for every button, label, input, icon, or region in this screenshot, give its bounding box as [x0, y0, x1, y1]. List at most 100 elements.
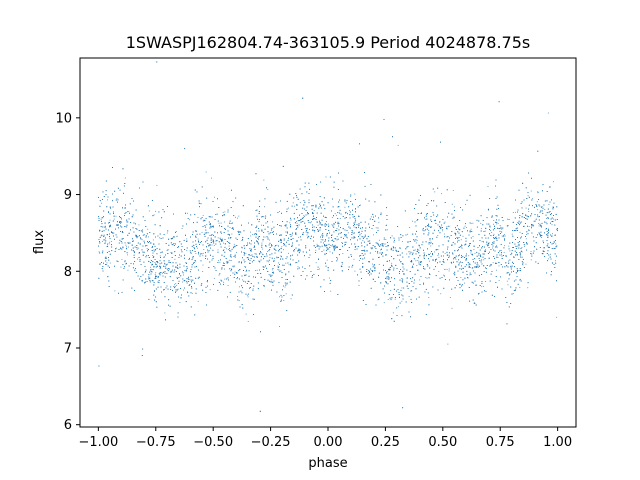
- data-point: [264, 206, 265, 208]
- data-point: [127, 269, 129, 271]
- data-point: [174, 284, 175, 286]
- data-point: [263, 236, 264, 238]
- data-point: [236, 251, 237, 253]
- data-point: [294, 205, 295, 207]
- data-point: [273, 272, 275, 274]
- data-point: [224, 278, 226, 280]
- data-point: [480, 222, 482, 224]
- data-point: [385, 271, 387, 273]
- data-point: [274, 246, 276, 248]
- data-point: [197, 300, 199, 302]
- data-point: [272, 221, 273, 223]
- data-point: [547, 112, 549, 114]
- data-point: [523, 262, 525, 264]
- data-point: [353, 258, 355, 260]
- data-point: [186, 212, 188, 214]
- data-point: [330, 290, 332, 292]
- data-point: [250, 262, 251, 264]
- data-point: [142, 235, 144, 236]
- data-point: [320, 239, 322, 241]
- data-point: [181, 281, 183, 283]
- data-point: [128, 246, 129, 248]
- data-point: [279, 296, 281, 298]
- data-point: [326, 259, 328, 261]
- data-point: [349, 210, 351, 211]
- data-point: [292, 202, 294, 204]
- data-point: [262, 240, 264, 242]
- data-point: [386, 229, 388, 231]
- data-point: [100, 218, 102, 220]
- data-point: [306, 234, 308, 236]
- data-point: [180, 249, 182, 251]
- data-point: [195, 253, 197, 254]
- data-point: [506, 280, 508, 282]
- data-point: [541, 237, 542, 238]
- data-point: [247, 294, 248, 296]
- data-point: [254, 253, 256, 255]
- data-point: [218, 274, 220, 276]
- data-point: [109, 225, 111, 226]
- data-point: [380, 249, 381, 251]
- data-point: [501, 253, 502, 255]
- data-point: [204, 255, 206, 257]
- data-point: [538, 223, 539, 225]
- data-point: [503, 233, 505, 235]
- data-point: [289, 222, 291, 224]
- data-point: [253, 245, 255, 247]
- data-point: [250, 251, 252, 253]
- data-point: [401, 287, 403, 289]
- data-point: [527, 195, 529, 197]
- data-point: [373, 265, 375, 267]
- data-point: [508, 260, 509, 262]
- data-point: [281, 246, 283, 248]
- data-point: [328, 277, 330, 279]
- data-point: [279, 326, 280, 327]
- data-point: [331, 224, 333, 226]
- data-point: [295, 262, 296, 264]
- data-point: [231, 233, 233, 235]
- data-point: [451, 243, 453, 245]
- data-point: [225, 248, 227, 250]
- data-point: [264, 236, 266, 238]
- data-point: [138, 247, 140, 249]
- data-point: [354, 193, 356, 195]
- data-point: [302, 221, 304, 222]
- data-point: [468, 263, 470, 264]
- data-point: [197, 238, 199, 240]
- data-point: [434, 191, 436, 193]
- data-point: [451, 307, 453, 309]
- data-point: [451, 203, 453, 205]
- data-point: [111, 241, 113, 243]
- data-point: [472, 222, 474, 224]
- data-point: [303, 215, 305, 217]
- data-point: [276, 256, 278, 258]
- data-point: [120, 247, 121, 249]
- data-point: [245, 313, 247, 315]
- data-point: [268, 239, 270, 241]
- data-point: [277, 268, 279, 270]
- data-point: [206, 224, 208, 225]
- data-point: [155, 272, 157, 274]
- data-point: [465, 255, 467, 256]
- data-point: [491, 232, 493, 233]
- data-point: [163, 256, 165, 258]
- data-point: [336, 228, 338, 229]
- data-point: [282, 265, 284, 267]
- data-point: [315, 249, 317, 251]
- data-point: [441, 193, 443, 195]
- data-point: [447, 343, 449, 345]
- data-point: [487, 245, 488, 247]
- data-point: [397, 144, 399, 146]
- data-point: [448, 255, 450, 257]
- data-point: [377, 299, 379, 301]
- data-point: [412, 267, 414, 268]
- data-point: [261, 224, 262, 226]
- data-point: [358, 285, 360, 286]
- data-point: [247, 296, 249, 298]
- data-point: [552, 181, 554, 183]
- data-point: [303, 231, 305, 233]
- data-point: [438, 271, 440, 273]
- data-point: [465, 227, 467, 228]
- data-point: [392, 247, 394, 249]
- data-point: [111, 231, 112, 232]
